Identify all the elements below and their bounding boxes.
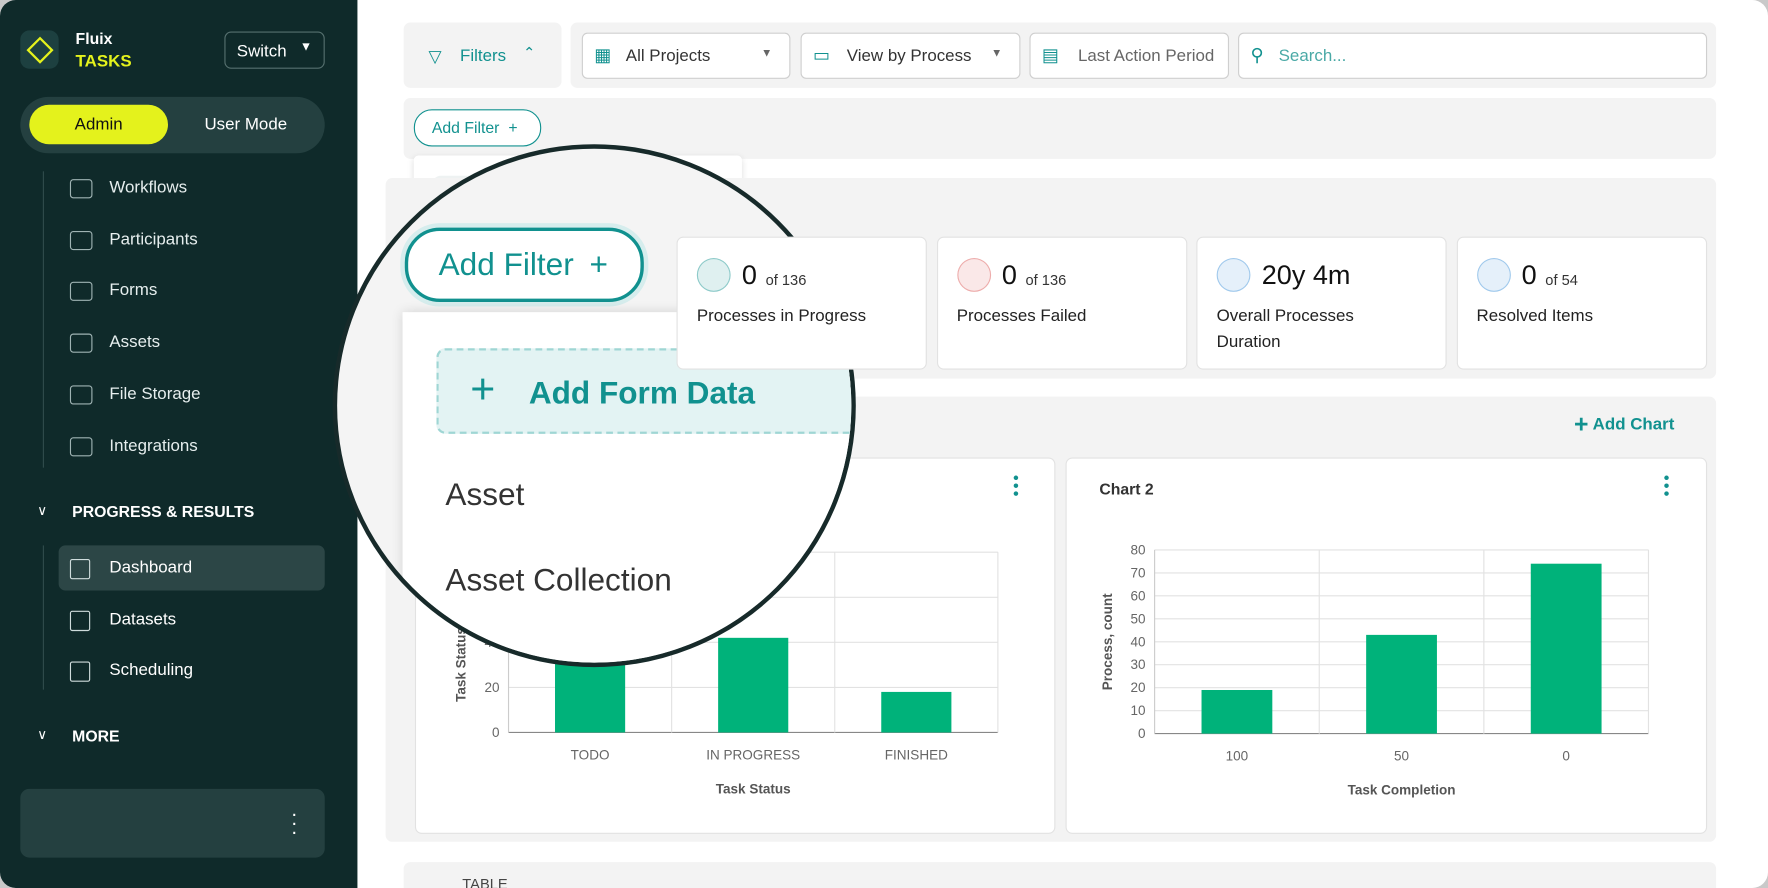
chart-title: Chart 2 (1099, 482, 1154, 499)
stat-card: 0 of 54 Resolved Items (1456, 236, 1707, 370)
stat-icon (1216, 258, 1251, 292)
y-tick-label: 40 (1131, 634, 1146, 649)
bar (1366, 634, 1437, 734)
stat-total: of 136 (1025, 271, 1067, 289)
y-tick-label: 30 (1131, 657, 1146, 672)
x-axis-label: Task Status (716, 781, 791, 796)
period-label: Last Action Period (1077, 46, 1215, 66)
bar (1530, 563, 1602, 734)
user-card[interactable]: · · · (20, 788, 325, 858)
menu-option[interactable]: Asset (445, 476, 525, 512)
nav-item[interactable]: Participants (109, 229, 198, 249)
nav-icon (69, 610, 91, 631)
switch-button[interactable]: Switch ▼ (224, 31, 325, 69)
nav-icon (69, 385, 93, 405)
x-tick-label: TODO (571, 748, 610, 763)
add-filter-label: Add Filter (431, 118, 500, 137)
nav-item[interactable]: Dashboard (109, 557, 193, 577)
stat-icon (956, 258, 991, 292)
y-tick-label: 20 (484, 680, 499, 695)
stat-card: 20y 4m Overall Processes Duration (1196, 236, 1447, 370)
sidebar: Fluix TASKS Switch ▼ Admin User Mode ∨ PR… (0, 0, 358, 888)
stat-label: Resolved Items (1476, 306, 1594, 326)
nav-icon (69, 333, 93, 353)
x-tick-label: IN PROGRESS (706, 748, 800, 763)
stat-total: of 54 (1545, 271, 1578, 289)
filter-menu: + Add Form Data Asset Asset Collection (402, 312, 852, 663)
zoomed-add-filter-label: Add Filter (438, 246, 574, 282)
project-select[interactable]: ▦ All Projects ▼ (581, 32, 791, 79)
zoomed-add-filter[interactable]: Add Filter + (404, 227, 644, 303)
section-title[interactable]: MORE (72, 726, 120, 745)
switch-label: Switch (236, 41, 287, 61)
stat-card: 0 of 136 Processes Failed (936, 236, 1187, 370)
stat-value: 20y 4m (1261, 260, 1351, 291)
add-filter-button[interactable]: Add Filter + (413, 109, 542, 147)
stat-label: Processes in Progress (696, 306, 867, 326)
nav-icon (69, 436, 93, 456)
filters-toggle[interactable]: ▽ Filters ⌃ (403, 22, 562, 88)
product: TASKS (75, 51, 132, 71)
nav-icon (69, 282, 93, 302)
period-select[interactable]: ▤ Last Action Period (1029, 32, 1230, 79)
stat-value: 0 (1521, 260, 1537, 291)
nav-icon (69, 230, 93, 250)
menu-option[interactable]: Asset Collection (445, 562, 672, 598)
search-placeholder: Search... (1278, 46, 1347, 66)
table-section[interactable]: TABLE (462, 875, 508, 888)
brand: Fluix (75, 29, 113, 48)
stat-icon (696, 258, 731, 292)
y-tick-label: 0 (1138, 726, 1146, 741)
filters-label: Filters (460, 46, 507, 66)
nav-item[interactable]: Integrations (109, 435, 198, 455)
x-tick-label: 50 (1394, 749, 1409, 764)
add-chart-label: Add Chart (1592, 414, 1675, 434)
logo (20, 30, 59, 69)
magnifier: Add Filter + + Add Form Data Asset Asset C… (332, 144, 856, 668)
active-item (58, 545, 325, 591)
x-axis-label: Task Completion (1348, 782, 1456, 797)
y-tick-label: 70 (1131, 565, 1146, 580)
nav-item[interactable]: Datasets (109, 609, 177, 629)
stat-label: Processes Failed (956, 306, 1087, 326)
stat-total: of 136 (765, 271, 807, 289)
mode-user[interactable]: User Mode (204, 114, 288, 135)
stat-card: 0 of 136 Processes in Progress (676, 236, 927, 370)
y-tick-label: 10 (1131, 703, 1146, 718)
nav-item[interactable]: File Storage (109, 384, 201, 404)
stat-value: 0 (1001, 260, 1017, 291)
y-tick-label: 50 (1131, 611, 1146, 626)
y-axis-label: Process, count (1100, 593, 1115, 690)
project-label: All Projects (625, 46, 711, 66)
x-tick-label: 100 (1226, 749, 1249, 764)
mode-admin[interactable]: Admin (29, 104, 169, 145)
add-form-data-label: Add Form Data (528, 375, 756, 411)
nav-item[interactable]: Assets (109, 332, 161, 352)
nav-item[interactable]: Scheduling (109, 660, 194, 680)
x-tick-label: 0 (1562, 749, 1570, 764)
section-title[interactable]: PROGRESS & RESULTS (72, 502, 255, 521)
stat-icon (1476, 258, 1511, 292)
stat-value: 0 (741, 260, 757, 291)
stat-label: Overall Processes Duration (1216, 306, 1354, 352)
add-chart-button[interactable]: + Add Chart (1574, 410, 1675, 439)
nav-icon (69, 558, 91, 580)
view-select[interactable]: ▭ View by Process ▼ (800, 32, 1021, 79)
y-tick-label: 0 (492, 725, 500, 740)
x-tick-label: FINISHED (885, 748, 948, 763)
search-input[interactable]: ⚲ Search... (1238, 32, 1708, 79)
y-tick-label: 20 (1131, 680, 1146, 695)
nav-icon (69, 661, 91, 683)
y-tick-label: 60 (1131, 588, 1146, 603)
bar (1201, 689, 1273, 734)
y-tick-label: 80 (1131, 542, 1146, 557)
nav-item[interactable]: Forms (109, 281, 158, 301)
view-label: View by Process (846, 46, 972, 66)
bar (881, 691, 952, 733)
nav-item[interactable]: Workflows (109, 178, 188, 198)
nav-icon (69, 179, 93, 199)
